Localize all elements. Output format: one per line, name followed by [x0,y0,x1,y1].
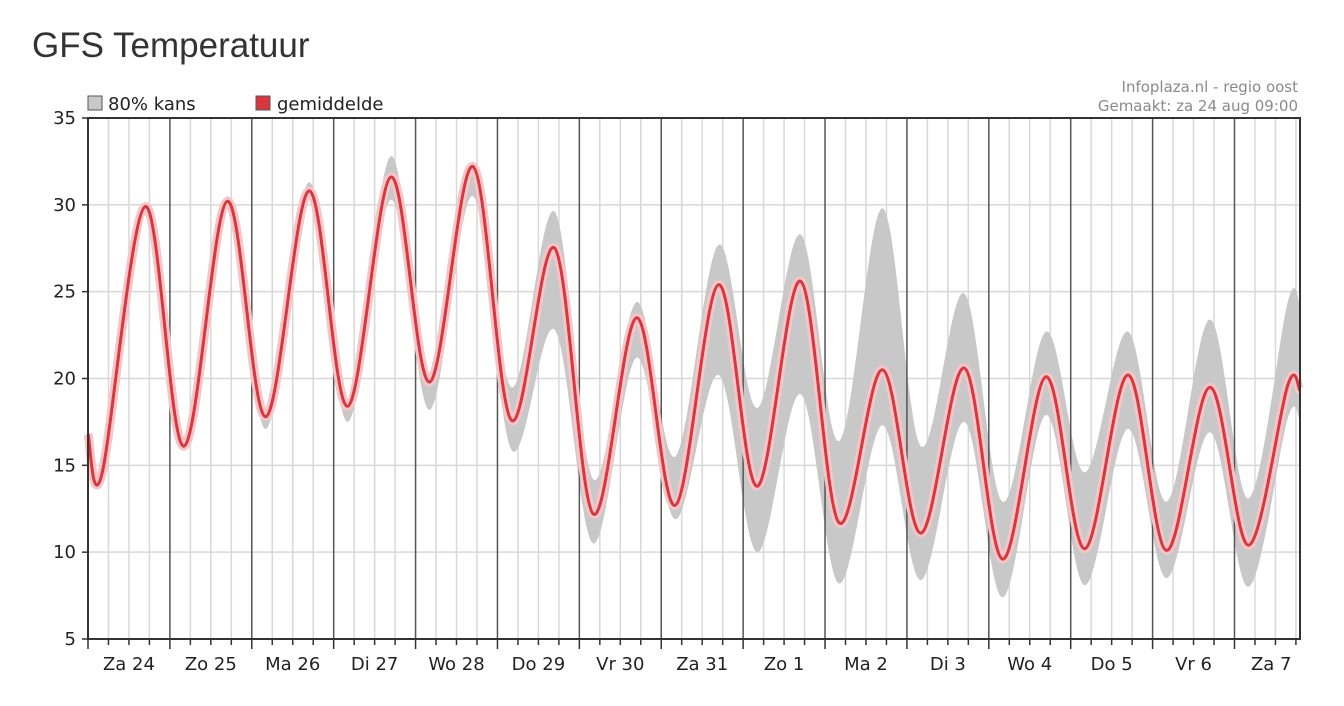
y-tick-label: 20 [53,369,76,390]
x-day-label: Do 29 [512,654,566,675]
created-label: Gemaakt: za 24 aug 09:00 [1098,97,1298,115]
x-day-label: Za 31 [676,654,728,675]
x-day-label: Di 27 [351,654,399,675]
legend-label-band: 80% kans [108,94,196,115]
x-day-label: Vr 30 [596,654,644,675]
x-day-label: Wo 28 [428,654,484,675]
x-day-label: Zo 25 [185,654,237,675]
mean-line [83,162,1305,564]
page-title: GFS Temperatuur [32,26,310,65]
legend-swatch-band [87,95,103,111]
x-day-label: Zo 1 [764,654,805,675]
band-area [88,156,1300,598]
y-tick-label: 15 [53,455,76,476]
y-tick-label: 30 [53,195,76,216]
y-tick-label: 25 [53,282,76,303]
x-day-label: Ma 2 [844,654,888,675]
axes: 5 10 15 20 25 30 35 Za 24 Zo 25 Ma 26 Di 27 Wo 28 Do… [53,108,1301,675]
x-day-label: Ma 26 [265,654,320,675]
source-label: Infoplaza.nl - regio oost [1122,78,1299,96]
x-day-label: Di 3 [930,654,966,675]
y-tick-label: 5 [65,629,76,650]
x-day-label: Do 5 [1091,654,1133,675]
x-day-label: Wo 4 [1007,654,1052,675]
x-day-label: Za 24 [103,654,155,675]
y-tick-label: 35 [53,108,76,129]
legend-label-mean: gemiddelde [277,94,383,115]
mean-line-path [86,165,1302,561]
legend: 80% kans gemiddelde [87,94,383,115]
x-day-label: Vr 6 [1175,654,1212,675]
x-day-label: Za 7 [1251,654,1292,675]
y-tick-label: 10 [53,542,76,563]
legend-swatch-mean [255,95,271,111]
